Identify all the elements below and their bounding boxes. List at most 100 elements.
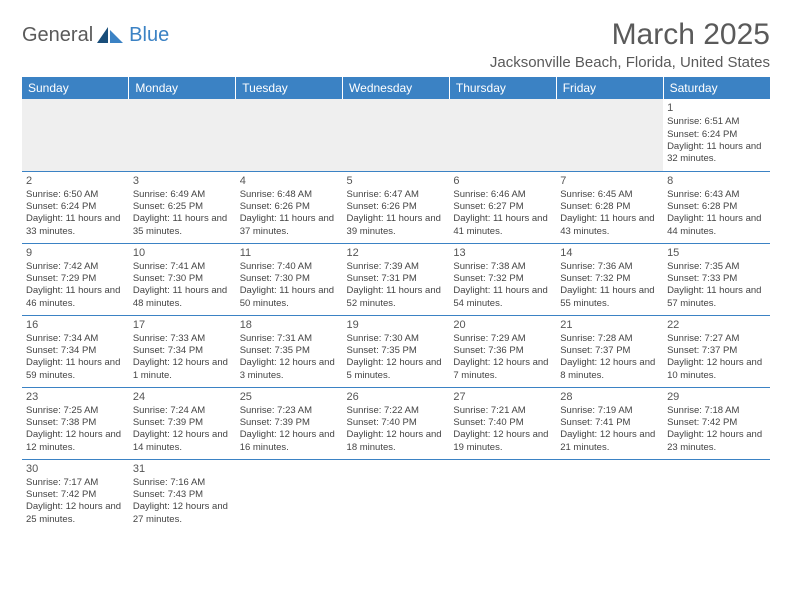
daylight-text: Daylight: 12 hours and 14 minutes.	[133, 429, 232, 454]
calendar-cell: 29Sunrise: 7:18 AMSunset: 7:42 PMDayligh…	[663, 387, 770, 459]
calendar-cell	[343, 99, 450, 171]
calendar-cell: 24Sunrise: 7:24 AMSunset: 7:39 PMDayligh…	[129, 387, 236, 459]
day-number: 24	[133, 390, 232, 404]
calendar-cell: 12Sunrise: 7:39 AMSunset: 7:31 PMDayligh…	[343, 243, 450, 315]
weekday-header: Tuesday	[236, 77, 343, 99]
day-number: 23	[26, 390, 125, 404]
daylight-text: Daylight: 12 hours and 1 minute.	[133, 357, 232, 382]
daylight-text: Daylight: 11 hours and 43 minutes.	[560, 213, 659, 238]
calendar-cell: 21Sunrise: 7:28 AMSunset: 7:37 PMDayligh…	[556, 315, 663, 387]
day-number: 12	[347, 246, 446, 260]
sunrise-text: Sunrise: 7:24 AM	[133, 405, 232, 417]
calendar-cell: 31Sunrise: 7:16 AMSunset: 7:43 PMDayligh…	[129, 459, 236, 531]
calendar-row: 9Sunrise: 7:42 AMSunset: 7:29 PMDaylight…	[22, 243, 770, 315]
day-number: 2	[26, 174, 125, 188]
sunset-text: Sunset: 6:27 PM	[453, 201, 552, 213]
calendar-cell: 4Sunrise: 6:48 AMSunset: 6:26 PMDaylight…	[236, 171, 343, 243]
month-title: March 2025	[490, 18, 770, 52]
calendar-cell: 8Sunrise: 6:43 AMSunset: 6:28 PMDaylight…	[663, 171, 770, 243]
sunrise-text: Sunrise: 7:17 AM	[26, 477, 125, 489]
day-number: 14	[560, 246, 659, 260]
daylight-text: Daylight: 12 hours and 19 minutes.	[453, 429, 552, 454]
calendar-cell: 26Sunrise: 7:22 AMSunset: 7:40 PMDayligh…	[343, 387, 450, 459]
sunrise-text: Sunrise: 6:49 AM	[133, 189, 232, 201]
sunrise-text: Sunrise: 7:19 AM	[560, 405, 659, 417]
calendar-cell: 9Sunrise: 7:42 AMSunset: 7:29 PMDaylight…	[22, 243, 129, 315]
logo-text-general: General	[22, 24, 93, 47]
calendar-cell: 14Sunrise: 7:36 AMSunset: 7:32 PMDayligh…	[556, 243, 663, 315]
day-number: 19	[347, 318, 446, 332]
daylight-text: Daylight: 12 hours and 5 minutes.	[347, 357, 446, 382]
sunset-text: Sunset: 6:24 PM	[26, 201, 125, 213]
sunrise-text: Sunrise: 7:36 AM	[560, 261, 659, 273]
sunrise-text: Sunrise: 7:40 AM	[240, 261, 339, 273]
daylight-text: Daylight: 11 hours and 35 minutes.	[133, 213, 232, 238]
calendar-cell: 22Sunrise: 7:27 AMSunset: 7:37 PMDayligh…	[663, 315, 770, 387]
day-number: 6	[453, 174, 552, 188]
sunset-text: Sunset: 7:30 PM	[133, 273, 232, 285]
calendar-row: 2Sunrise: 6:50 AMSunset: 6:24 PMDaylight…	[22, 171, 770, 243]
daylight-text: Daylight: 12 hours and 8 minutes.	[560, 357, 659, 382]
calendar-cell	[663, 459, 770, 531]
sunrise-text: Sunrise: 6:50 AM	[26, 189, 125, 201]
sunrise-text: Sunrise: 7:31 AM	[240, 333, 339, 345]
sunset-text: Sunset: 7:42 PM	[26, 489, 125, 501]
sunrise-text: Sunrise: 7:33 AM	[133, 333, 232, 345]
calendar-row: 23Sunrise: 7:25 AMSunset: 7:38 PMDayligh…	[22, 387, 770, 459]
sunrise-text: Sunrise: 7:22 AM	[347, 405, 446, 417]
sunrise-text: Sunrise: 7:41 AM	[133, 261, 232, 273]
day-number: 1	[667, 101, 766, 115]
sunset-text: Sunset: 7:41 PM	[560, 417, 659, 429]
sunset-text: Sunset: 7:39 PM	[133, 417, 232, 429]
calendar-cell: 10Sunrise: 7:41 AMSunset: 7:30 PMDayligh…	[129, 243, 236, 315]
day-number: 9	[26, 246, 125, 260]
calendar-row: 30Sunrise: 7:17 AMSunset: 7:42 PMDayligh…	[22, 459, 770, 531]
sunrise-text: Sunrise: 7:16 AM	[133, 477, 232, 489]
location-label: Jacksonville Beach, Florida, United Stat…	[490, 54, 770, 71]
weekday-header: Monday	[129, 77, 236, 99]
daylight-text: Daylight: 11 hours and 37 minutes.	[240, 213, 339, 238]
daylight-text: Daylight: 11 hours and 48 minutes.	[133, 285, 232, 310]
sunset-text: Sunset: 7:32 PM	[453, 273, 552, 285]
day-number: 25	[240, 390, 339, 404]
sunset-text: Sunset: 7:39 PM	[240, 417, 339, 429]
daylight-text: Daylight: 12 hours and 7 minutes.	[453, 357, 552, 382]
day-number: 20	[453, 318, 552, 332]
calendar-cell: 18Sunrise: 7:31 AMSunset: 7:35 PMDayligh…	[236, 315, 343, 387]
calendar-cell: 6Sunrise: 6:46 AMSunset: 6:27 PMDaylight…	[449, 171, 556, 243]
day-number: 26	[347, 390, 446, 404]
logo-text-blue: Blue	[129, 24, 169, 47]
logo: General Blue	[22, 24, 169, 47]
calendar-cell: 3Sunrise: 6:49 AMSunset: 6:25 PMDaylight…	[129, 171, 236, 243]
sunrise-text: Sunrise: 7:34 AM	[26, 333, 125, 345]
calendar-cell: 23Sunrise: 7:25 AMSunset: 7:38 PMDayligh…	[22, 387, 129, 459]
sunrise-text: Sunrise: 7:18 AM	[667, 405, 766, 417]
calendar-cell: 1Sunrise: 6:51 AMSunset: 6:24 PMDaylight…	[663, 99, 770, 171]
calendar-cell: 5Sunrise: 6:47 AMSunset: 6:26 PMDaylight…	[343, 171, 450, 243]
sunset-text: Sunset: 6:26 PM	[240, 201, 339, 213]
sunrise-text: Sunrise: 6:43 AM	[667, 189, 766, 201]
sunrise-text: Sunrise: 6:46 AM	[453, 189, 552, 201]
daylight-text: Daylight: 11 hours and 57 minutes.	[667, 285, 766, 310]
calendar-cell: 13Sunrise: 7:38 AMSunset: 7:32 PMDayligh…	[449, 243, 556, 315]
daylight-text: Daylight: 11 hours and 33 minutes.	[26, 213, 125, 238]
day-number: 10	[133, 246, 232, 260]
sunset-text: Sunset: 6:28 PM	[560, 201, 659, 213]
calendar-cell: 7Sunrise: 6:45 AMSunset: 6:28 PMDaylight…	[556, 171, 663, 243]
header: General Blue March 2025 Jacksonville Bea…	[22, 18, 770, 71]
calendar-cell	[556, 99, 663, 171]
day-number: 27	[453, 390, 552, 404]
day-number: 15	[667, 246, 766, 260]
calendar-table: SundayMondayTuesdayWednesdayThursdayFrid…	[22, 77, 770, 531]
calendar-row: 1Sunrise: 6:51 AMSunset: 6:24 PMDaylight…	[22, 99, 770, 171]
sunset-text: Sunset: 6:26 PM	[347, 201, 446, 213]
sunrise-text: Sunrise: 6:48 AM	[240, 189, 339, 201]
sunset-text: Sunset: 7:33 PM	[667, 273, 766, 285]
daylight-text: Daylight: 12 hours and 27 minutes.	[133, 501, 232, 526]
sunrise-text: Sunrise: 7:35 AM	[667, 261, 766, 273]
calendar-cell: 15Sunrise: 7:35 AMSunset: 7:33 PMDayligh…	[663, 243, 770, 315]
calendar-cell: 30Sunrise: 7:17 AMSunset: 7:42 PMDayligh…	[22, 459, 129, 531]
calendar-cell	[236, 459, 343, 531]
calendar-body: 1Sunrise: 6:51 AMSunset: 6:24 PMDaylight…	[22, 99, 770, 531]
sunrise-text: Sunrise: 7:28 AM	[560, 333, 659, 345]
